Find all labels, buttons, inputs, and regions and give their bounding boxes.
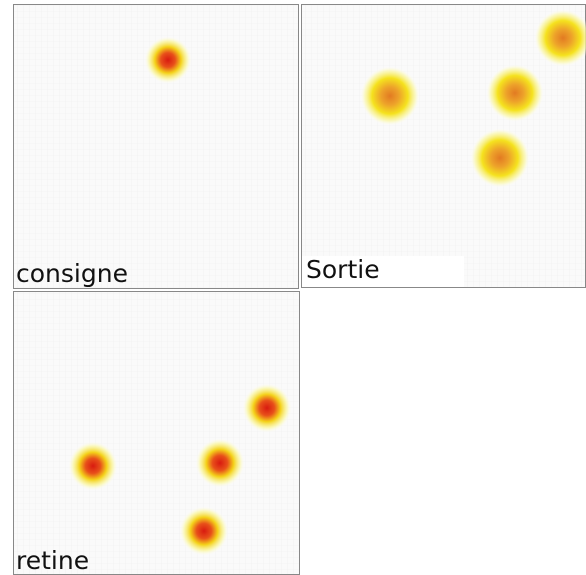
activity-blob: [68, 441, 118, 491]
panel-label: Sortie: [306, 255, 380, 284]
panel-retine: retine: [13, 291, 300, 575]
activity-blob: [360, 66, 420, 126]
panel-label: retine: [16, 546, 89, 575]
activity-blob: [470, 128, 530, 188]
panel-consigne: consigne: [13, 4, 299, 289]
activity-blob: [486, 64, 544, 122]
activity-blob: [144, 36, 192, 84]
panel-label: consigne: [16, 259, 128, 288]
panel-sortie: Sortie: [301, 4, 586, 288]
label-background: [302, 256, 464, 287]
activity-blob: [179, 506, 229, 556]
activity-blob: [534, 9, 586, 67]
panel-frame: [13, 291, 300, 575]
activity-blob: [242, 383, 292, 433]
activity-blob: [195, 438, 245, 488]
